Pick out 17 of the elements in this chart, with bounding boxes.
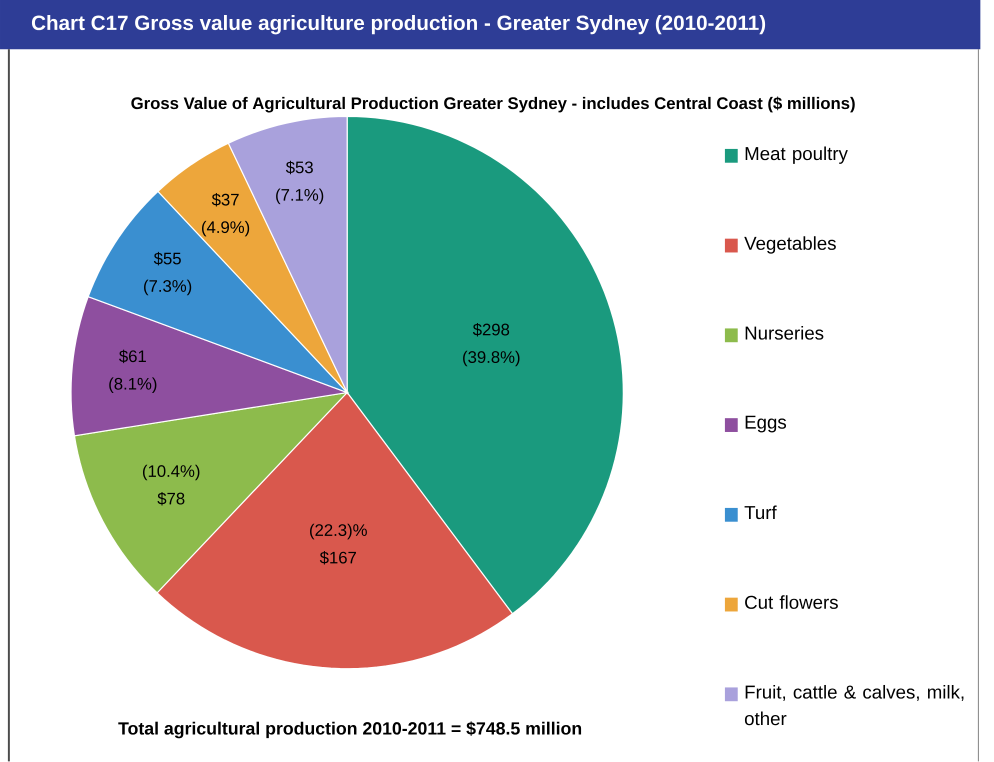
legend-label: Fruit, cattle & calves, milk, other: [744, 684, 964, 726]
data-label: $298 (39.8%): [463, 322, 520, 366]
data-label: $53 (7.1%): [276, 160, 324, 204]
legend-label: Vegetables: [744, 236, 836, 254]
data-label: (10.4%) $78: [142, 464, 200, 506]
legend-label: Turf: [744, 505, 777, 519]
legend-label: Eggs: [746, 416, 786, 432]
data-label: (22.3)% $167: [310, 524, 367, 564]
legend-label: Meat poultry: [746, 146, 848, 164]
chart-title: Chart C17 Gross value agriculture production - Greater Sydney (2010-2011): [32, 14, 766, 34]
data-label: $37 (4.9%): [202, 192, 250, 236]
data-label: $61 (8.1%): [109, 349, 156, 393]
legend-label: Cut flowers: [745, 595, 838, 609]
data-label: $55 (7.3%): [144, 252, 192, 296]
legend-label: Nurseries: [746, 326, 824, 340]
chart-subtitle: Gross Value of Agricultural Production Greater Sydney - includes Central Coast ($ millions): [131, 96, 855, 112]
text: Total agricultural production 2010-2011 = $748.5 million: [118, 721, 582, 738]
